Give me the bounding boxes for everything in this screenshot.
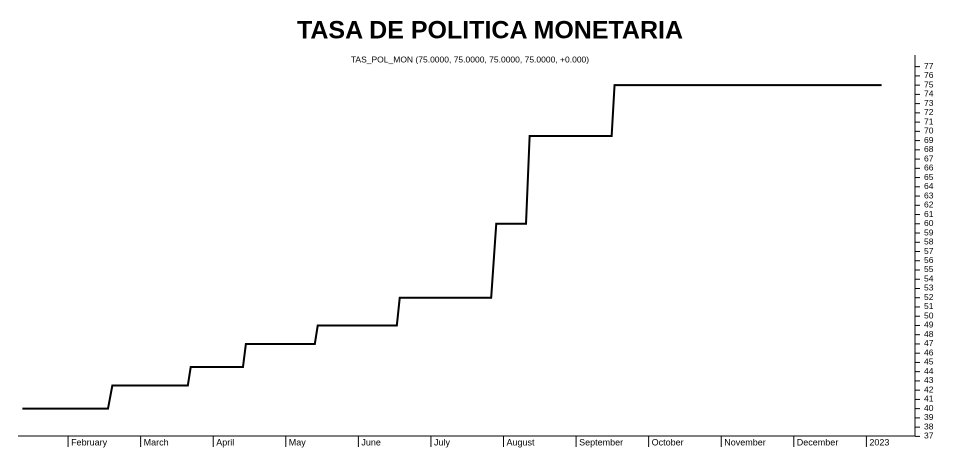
x-tick-label: November (724, 437, 766, 447)
y-tick-label: 56 (924, 255, 934, 265)
y-tick-label: 72 (924, 107, 934, 117)
x-tick-label: February (71, 437, 108, 447)
y-tick-label: 71 (924, 116, 934, 126)
y-tick-label: 38 (924, 421, 934, 431)
x-tick-label: July (434, 437, 451, 447)
chart-title: TASA DE POLITICA MONETARIA (297, 17, 683, 45)
y-tick-label: 52 (924, 292, 934, 302)
y-tick-label: 76 (924, 70, 934, 80)
y-tick-label: 53 (924, 283, 934, 293)
x-tick-label: May (289, 437, 307, 447)
data-line (22, 84, 882, 410)
y-tick-label: 59 (924, 227, 934, 237)
y-tick-label: 77 (924, 61, 934, 71)
y-tick-label: 37 (924, 431, 934, 441)
y-tick-label: 39 (924, 412, 934, 422)
y-tick-label: 54 (924, 273, 934, 283)
y-tick-label: 55 (924, 264, 934, 274)
y-tick-label: 60 (924, 218, 934, 228)
y-tick-label: 42 (924, 384, 934, 394)
y-tick-label: 46 (924, 347, 934, 357)
y-tick-label: 63 (924, 190, 934, 200)
y-tick-label: 66 (924, 163, 934, 173)
y-tick-label: 51 (924, 301, 934, 311)
x-tick-label: September (579, 437, 623, 447)
y-tick-label: 64 (924, 181, 934, 191)
x-tick-label: June (361, 437, 381, 447)
y-tick-label: 67 (924, 153, 934, 163)
x-tick-label: March (144, 437, 169, 447)
y-tick-label: 45 (924, 357, 934, 367)
y-tick-label: 61 (924, 209, 934, 219)
y-tick-label: 75 (924, 79, 934, 89)
y-tick-label: 70 (924, 126, 934, 136)
y-tick-label: 50 (924, 310, 934, 320)
y-tick-label: 57 (924, 246, 934, 256)
y-tick-label: 49 (924, 320, 934, 330)
x-tick-label: August (507, 437, 536, 447)
chart-subtitle: TAS_POL_MON (75.0000, 75.0000, 75.0000, … (351, 54, 589, 64)
y-tick-label: 74 (924, 89, 934, 99)
x-tick-label: December (797, 437, 839, 447)
y-tick-label: 48 (924, 329, 934, 339)
y-tick-label: 41 (924, 394, 934, 404)
y-tick-label: 62 (924, 200, 934, 210)
y-tick-label: 69 (924, 135, 934, 145)
x-tick-label: April (216, 437, 234, 447)
y-tick-label: 58 (924, 237, 934, 247)
y-tick-label: 40 (924, 403, 934, 413)
y-tick-label: 68 (924, 144, 934, 154)
x-tick-label: 2023 (869, 437, 889, 447)
y-tick-label: 43 (924, 375, 934, 385)
y-tick-label: 65 (924, 172, 934, 182)
x-tick-label: October (652, 437, 684, 447)
y-tick-label: 73 (924, 98, 934, 108)
y-tick-label: 44 (924, 366, 934, 376)
y-tick-label: 47 (924, 338, 934, 348)
